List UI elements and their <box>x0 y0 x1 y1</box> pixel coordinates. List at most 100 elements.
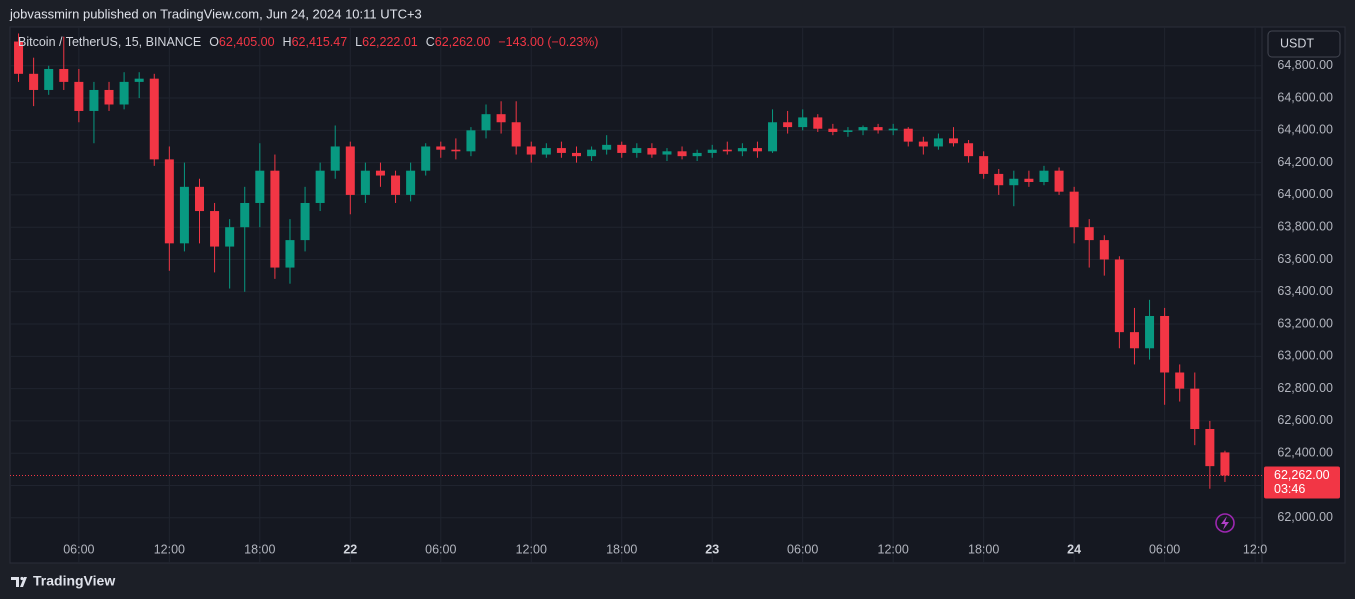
candle-body <box>617 144 627 153</box>
x-tick-label: 12:00 <box>878 542 909 556</box>
candle-body <box>737 148 747 152</box>
candle-body <box>481 114 491 131</box>
countdown: 03:46 <box>1274 482 1305 496</box>
candle-body <box>752 148 762 152</box>
candle-body <box>1099 240 1109 260</box>
y-tick-label: 64,200.00 <box>1277 155 1333 169</box>
x-tick-label: 06:00 <box>1149 542 1180 556</box>
candle-body <box>662 151 672 155</box>
y-tick-label: 63,400.00 <box>1277 284 1333 298</box>
candle-body <box>677 151 687 157</box>
currency-button[interactable] <box>1267 30 1341 58</box>
x-tick-label: 18:00 <box>606 542 637 556</box>
legend-value: 62,415.47 <box>292 35 348 49</box>
candle-body <box>783 122 793 128</box>
y-tick-label: 62,800.00 <box>1277 381 1333 395</box>
candle-body <box>270 170 280 268</box>
candle-body <box>1145 315 1155 349</box>
candle-body <box>918 141 928 147</box>
legend-value: 62,405.00 <box>219 35 275 49</box>
candle-body <box>1220 452 1230 476</box>
x-tick-label: 18:00 <box>968 542 999 556</box>
candle-body <box>1009 178 1019 186</box>
legend-key: H <box>283 35 292 49</box>
candle-body <box>979 156 989 174</box>
symbol: Bitcoin / TetherUS, 15, BINANCE <box>18 35 201 49</box>
y-tick-label: 63,200.00 <box>1277 316 1333 330</box>
legend-key: C <box>426 35 435 49</box>
candle-body <box>511 122 521 147</box>
grid <box>10 27 1262 563</box>
candle-body <box>149 78 159 160</box>
candles <box>14 33 1230 489</box>
candle-body <box>587 149 597 157</box>
y-tick-label: 64,600.00 <box>1277 90 1333 104</box>
candle-body <box>59 68 69 82</box>
x-tick-label: 23 <box>705 542 719 556</box>
candle-body <box>1160 315 1170 373</box>
candle-body <box>632 148 642 153</box>
candle-body <box>873 127 883 131</box>
candle-body <box>330 146 340 171</box>
y-tick-label: 62,000.00 <box>1277 510 1333 524</box>
legend-value: 62,222.01 <box>362 35 418 49</box>
candle-body <box>44 68 54 90</box>
candle-body <box>164 159 174 244</box>
candle-body <box>255 170 265 203</box>
x-tick-label: 12:00 <box>516 542 547 556</box>
candle-body <box>1054 170 1064 192</box>
candle-body <box>994 173 1004 186</box>
candle-body <box>74 81 84 111</box>
x-tick-label: 06:00 <box>63 542 94 556</box>
candle-body <box>240 202 250 228</box>
alert-icon[interactable] <box>1215 513 1235 533</box>
candle-body <box>421 146 431 171</box>
candle-body <box>707 149 717 153</box>
legend-key: O <box>209 35 219 49</box>
candle-body <box>1205 429 1215 467</box>
x-tick-label: 24 <box>1067 542 1081 556</box>
x-tick-label: 12:0 <box>1243 542 1267 556</box>
y-tick-label: 63,600.00 <box>1277 252 1333 266</box>
candle-body <box>858 127 868 131</box>
y-tick-label: 62,400.00 <box>1277 446 1333 460</box>
candle-body <box>888 128 898 131</box>
candle-body <box>375 170 385 176</box>
candle-body <box>647 148 657 155</box>
candle-body <box>692 152 702 157</box>
brand-name: TradingView <box>33 573 115 589</box>
last-price-tag <box>1264 466 1340 499</box>
legend: Bitcoin / TetherUS, 15, BINANCE O62,405.0… <box>18 35 598 49</box>
candle-body <box>1175 372 1185 389</box>
candle-body <box>195 186 204 212</box>
legend-value: 62,262.00 <box>435 35 491 49</box>
candle-body <box>722 149 732 152</box>
y-tick-label: 64,800.00 <box>1277 58 1333 72</box>
candle-body <box>798 117 808 128</box>
candle-body <box>89 89 99 111</box>
x-tick-label: 06:00 <box>425 542 456 556</box>
legend-key: L <box>355 35 362 49</box>
candle-body <box>1129 332 1139 349</box>
candle-body <box>406 170 416 195</box>
candle-body <box>210 211 220 247</box>
candle-body <box>29 73 39 90</box>
currency-label[interactable]: USDT <box>1280 36 1314 50</box>
y-tick-label: 63,800.00 <box>1277 219 1333 233</box>
y-tick-label: 62,600.00 <box>1277 413 1333 427</box>
brand: TradingView <box>11 573 115 589</box>
candle-body <box>903 128 913 142</box>
candle-body <box>843 130 853 132</box>
chart-pane <box>9 26 1346 564</box>
candle-body <box>768 122 778 152</box>
candle-body <box>949 138 958 144</box>
candle-body <box>1069 191 1079 228</box>
candle-body <box>315 170 325 203</box>
candle-body <box>466 130 476 152</box>
candle-body <box>813 117 823 129</box>
x-tick-label: 22 <box>343 542 357 556</box>
candle-body <box>1114 259 1124 333</box>
brand-logo-dot <box>20 576 24 581</box>
candle-body <box>526 146 536 155</box>
